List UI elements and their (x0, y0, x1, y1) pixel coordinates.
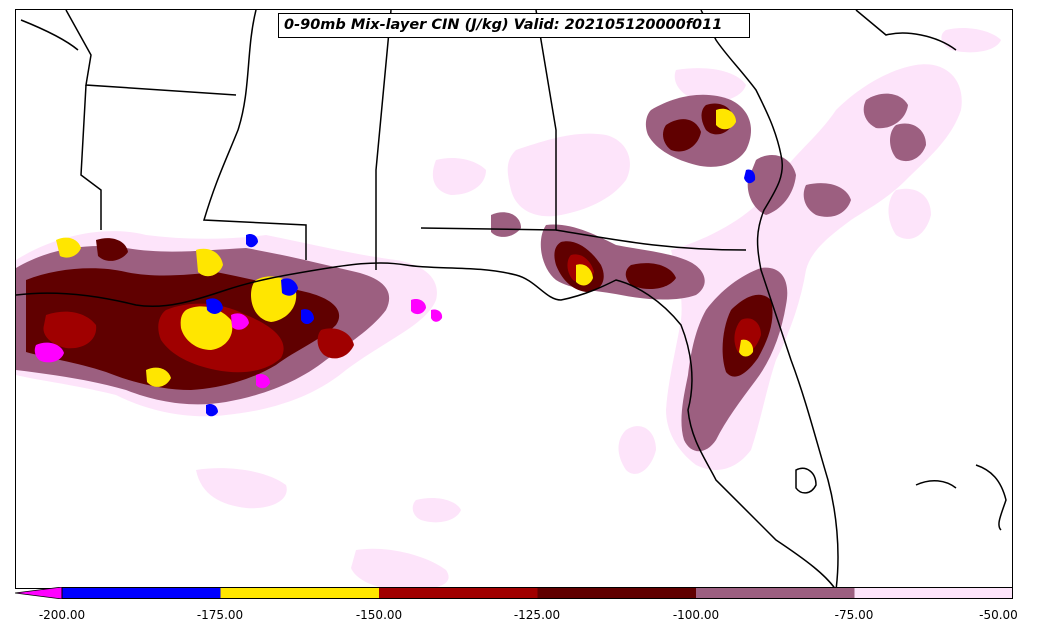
colorbar-segment-dark-maroon (537, 587, 696, 599)
colorbar-tick-label: -200.00 (38, 608, 86, 622)
colorbar-tick-label: -50.00 (979, 608, 1018, 622)
colorbar-extend-arrow (15, 587, 63, 599)
colorbar-segment-light-pink (854, 587, 1013, 599)
colorbar-segment-yellow (220, 587, 379, 599)
cin-map (16, 10, 1007, 588)
map-title: 0-90mb Mix-layer CIN (J/kg) Valid: 20210… (278, 13, 750, 38)
cin-fill-blue (206, 169, 756, 417)
colorbar-tick-label: -150.00 (355, 608, 403, 622)
colorbar-tick-label: -175.00 (196, 608, 244, 622)
cin-fill-magenta (34, 298, 443, 389)
colorbar-outline (61, 587, 1013, 599)
colorbar-segment-mauve (696, 587, 855, 599)
colorbar-segment-red (379, 587, 538, 599)
colorbar-segment-blue (62, 587, 221, 599)
colorbar-tick-label: -125.00 (513, 608, 561, 622)
map-panel (15, 9, 1013, 589)
colorbar (15, 587, 1013, 599)
colorbar-tick-label: -100.00 (672, 608, 720, 622)
state-boundaries (16, 10, 1007, 588)
colorbar-tick-label: -75.00 (834, 608, 874, 622)
